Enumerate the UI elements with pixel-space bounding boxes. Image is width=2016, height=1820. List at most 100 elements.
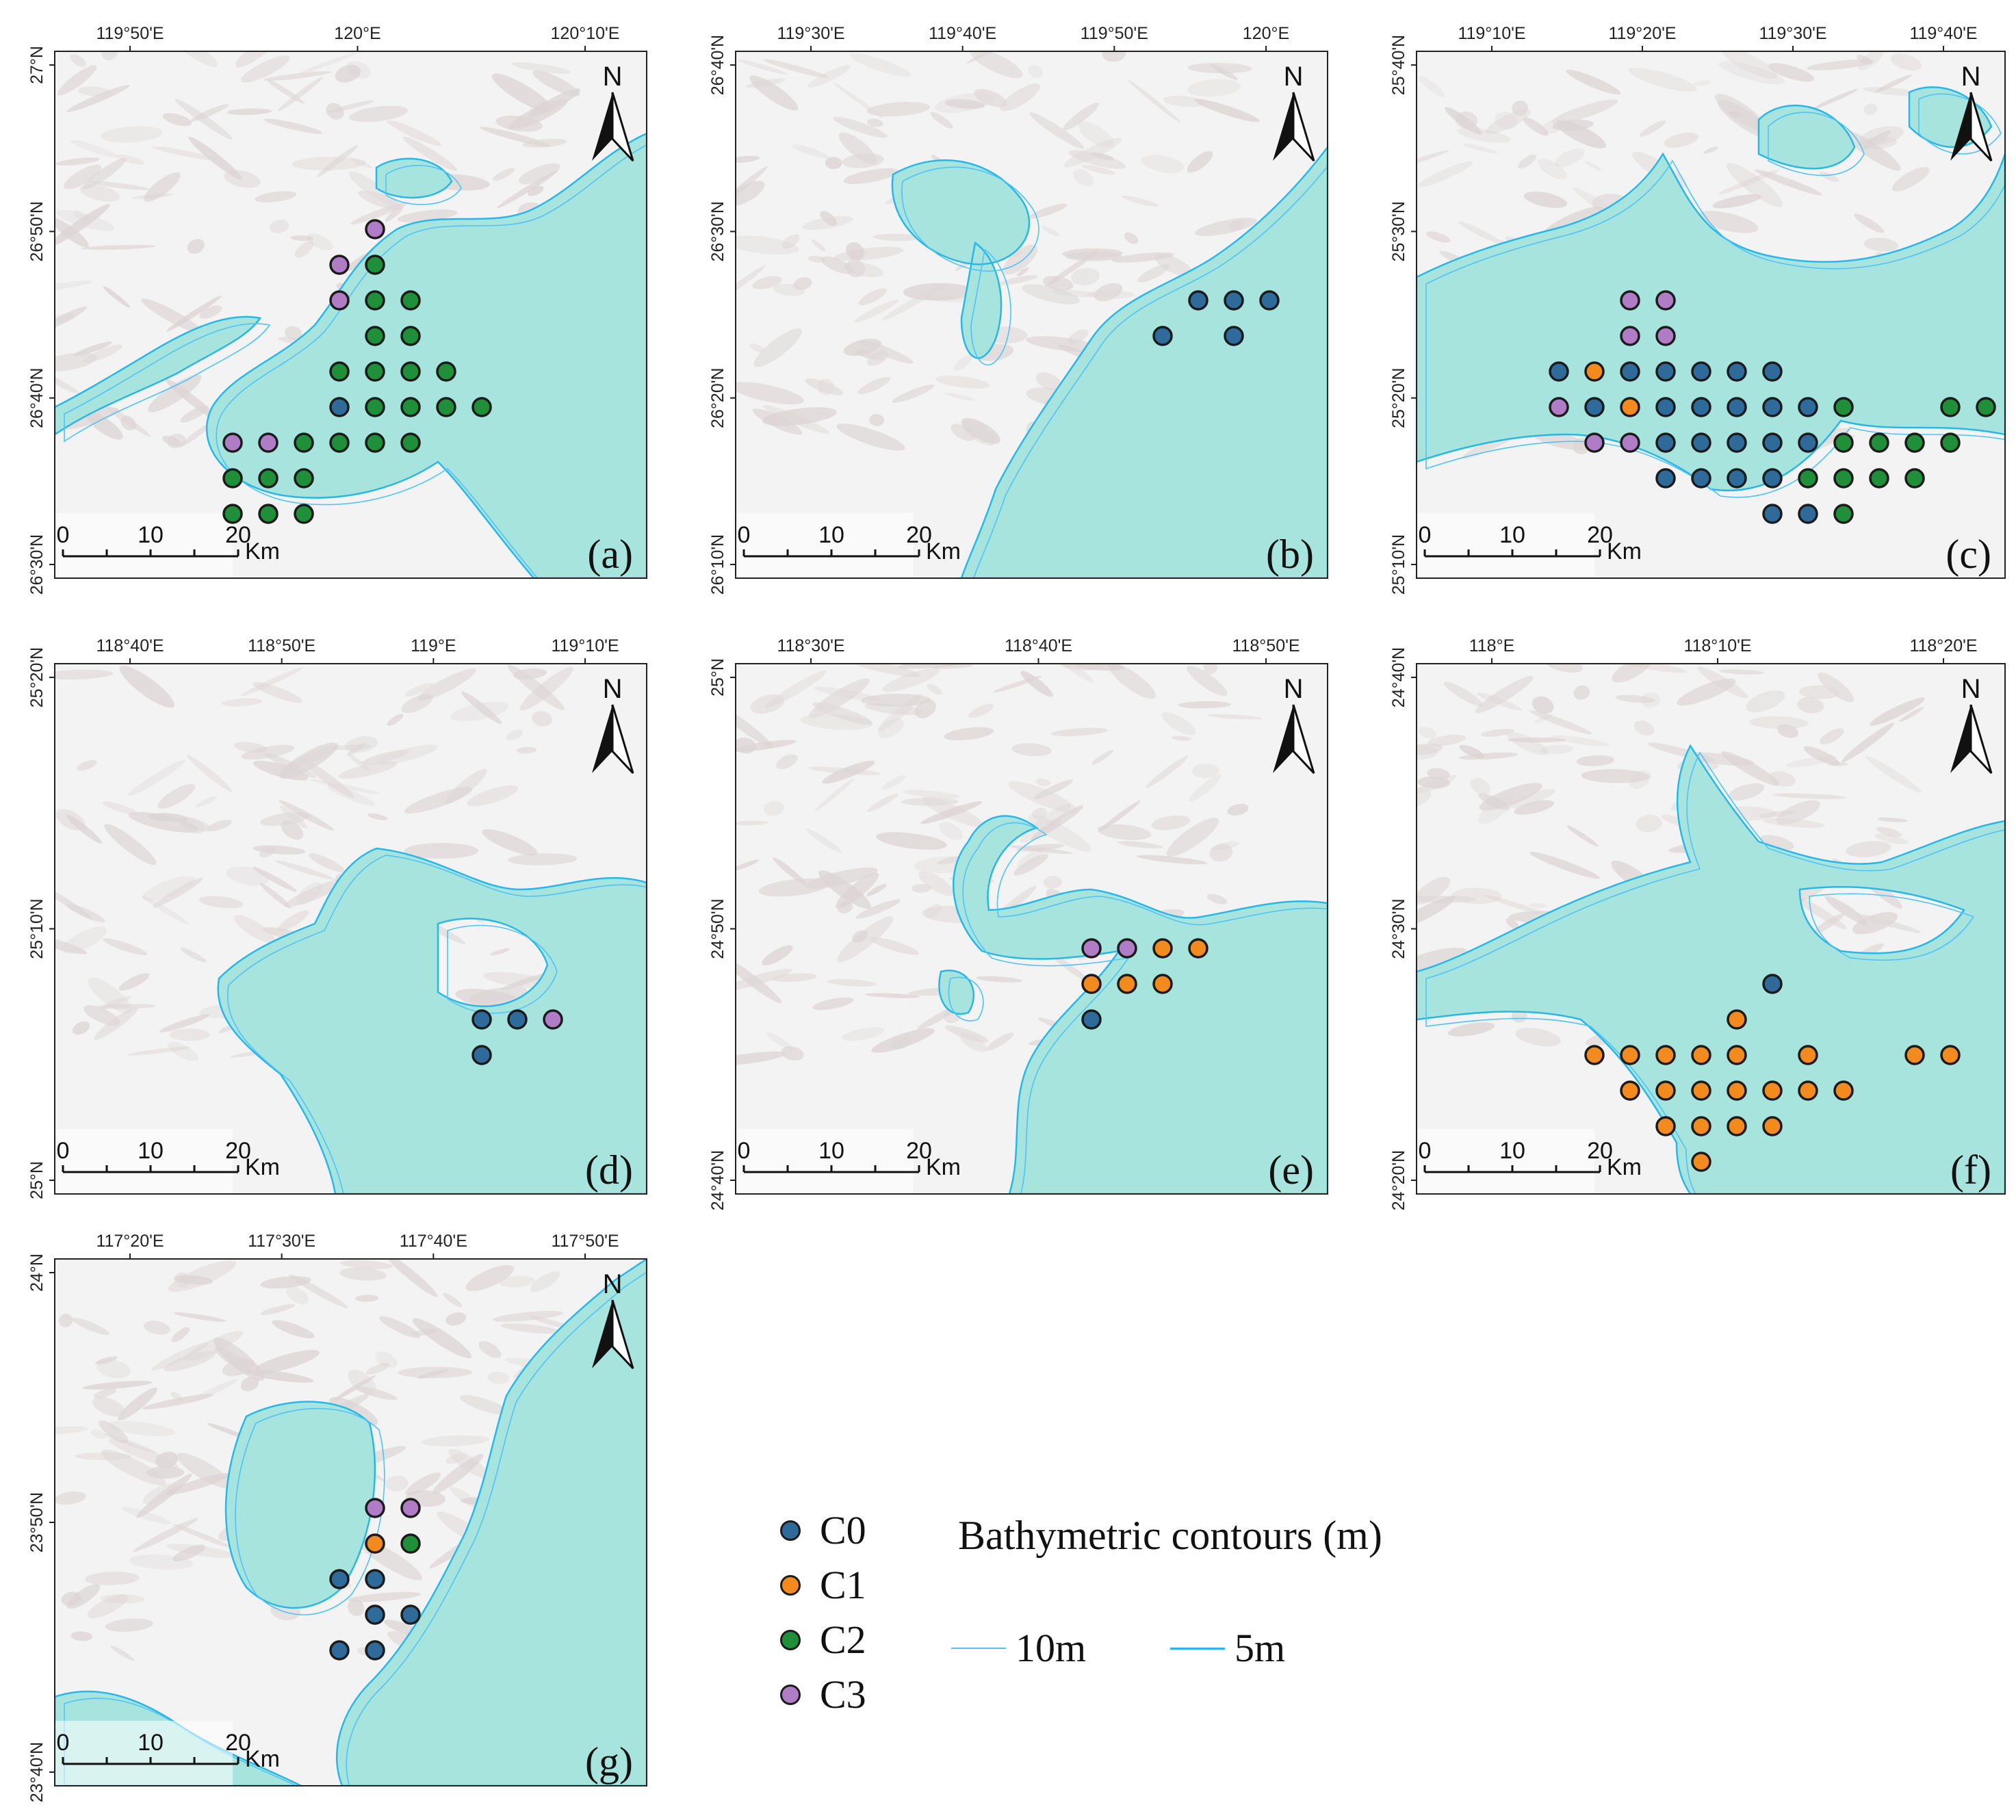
sample-point-c3 <box>1620 326 1640 346</box>
sample-point-c3 <box>543 1009 563 1030</box>
sample-point-c0 <box>1762 361 1783 382</box>
contour-line-10m <box>951 1648 1006 1649</box>
scale-unit-label: Km <box>1607 1154 1642 1180</box>
lat-label: 25°N <box>27 1161 47 1199</box>
scale-unit-label: Km <box>245 1746 280 1772</box>
sample-point-c2 <box>400 326 421 346</box>
lon-label: 118°E <box>1469 636 1515 655</box>
lon-label: 119°50'E <box>1081 24 1148 43</box>
sample-point-c2 <box>1940 432 1961 453</box>
sample-point-c0 <box>1549 361 1569 382</box>
scale-tick-label: 10 <box>818 522 844 548</box>
lat-label: 25°N <box>708 658 727 697</box>
sample-point-c2 <box>400 290 421 311</box>
map-panel-e: 118°30'E 118°40'E 118°50'E 25°N 24°50'N 24°40… <box>708 636 1328 1210</box>
lon-label: 118°40'E <box>1005 636 1072 655</box>
sample-point-c0 <box>507 1009 528 1030</box>
lon-label: 119°20'E <box>1608 24 1676 43</box>
lat-label: 26°50'N <box>27 201 47 261</box>
scale-unit-label: Km <box>245 538 280 564</box>
sample-point-c0 <box>1655 432 1676 453</box>
scale-tick-label: 0 <box>57 1138 70 1164</box>
sample-point-c1 <box>1691 1116 1711 1136</box>
north-arrow-icon: N <box>592 62 634 162</box>
scale-tick-label: 20 <box>906 522 932 548</box>
lon-label: 117°30'E <box>248 1232 315 1251</box>
lat-label: 26°30'N <box>708 201 727 261</box>
contour-line-5m <box>217 847 647 1194</box>
sample-point-c0 <box>1655 361 1676 382</box>
sample-point-c1 <box>1620 1045 1640 1065</box>
scale-backdrop <box>55 1721 233 1786</box>
panel-letter: (a) <box>587 532 633 577</box>
map-panel-g: 117°20'E 117°30'E 117°40'E 117°50'E 24°N 23°5… <box>27 1232 647 1802</box>
sample-point-c3 <box>329 290 350 311</box>
scale-tick-label: 0 <box>738 522 751 548</box>
north-arrow-icon: N <box>1950 674 1993 775</box>
scale-tick-label: 10 <box>818 1138 844 1164</box>
sample-point-c0 <box>1584 397 1605 417</box>
sample-point-c3 <box>1549 397 1569 417</box>
sea-area <box>55 133 647 578</box>
contour-line-10m <box>901 165 1328 578</box>
sample-point-c3 <box>365 219 385 239</box>
lon-label: 118°50'E <box>1232 636 1300 655</box>
sample-point-c3 <box>1117 938 1137 959</box>
panel-letter: (e) <box>1268 1147 1314 1193</box>
map-frame <box>54 51 647 579</box>
sample-point-c0 <box>1727 361 1747 382</box>
legend-label-c1: C1 <box>820 1563 866 1607</box>
contour-line-10m <box>948 822 1328 1194</box>
sample-point-c0 <box>1798 397 1818 417</box>
lat-label: 26°10'N <box>708 534 727 595</box>
sample-point-c2 <box>1904 468 1925 489</box>
sample-point-c2 <box>1904 432 1925 453</box>
scale-tick-label: 0 <box>57 522 70 548</box>
scale-backdrop <box>55 513 233 578</box>
sample-points <box>1081 938 1209 1030</box>
sample-point-c0 <box>1691 361 1711 382</box>
contour-legend-10m: 10m <box>951 1628 1086 1668</box>
legend-dot-c3 <box>780 1685 801 1705</box>
sample-point-c3 <box>1081 938 1102 959</box>
map-panel-b: 119°30'E 119°40'E 119°50'E 120°E 26°40'N 26°3… <box>708 24 1328 595</box>
map-panel-c: 119°10'E 119°20'E 119°30'E 119°40'E 25°40'N 2… <box>1389 24 2006 595</box>
sample-point-c2 <box>365 397 385 417</box>
contour-label-5m: 5m <box>1235 1626 1286 1670</box>
scale-tick-label: 10 <box>138 1138 164 1164</box>
sample-point-c1 <box>1188 938 1209 959</box>
scale-tick-label: 20 <box>1587 522 1613 548</box>
sample-point-c2 <box>400 397 421 417</box>
scale-backdrop <box>1417 513 1594 578</box>
sample-point-c2 <box>400 361 421 382</box>
north-arrow-icon: N <box>1950 62 1993 162</box>
sample-point-c1 <box>1940 1045 1961 1065</box>
legend-label-c3: C3 <box>820 1672 866 1717</box>
lon-label: 119°10'E <box>1458 24 1525 43</box>
legend-dot-c2 <box>780 1630 801 1650</box>
lon-label: 118°50'E <box>248 636 315 655</box>
north-arrow-icon: N <box>1273 62 1315 162</box>
sample-point-c0 <box>1620 361 1640 382</box>
lat-label: 25°10'N <box>27 898 47 959</box>
sample-point-c0 <box>1691 468 1711 489</box>
lat-label: 26°20'N <box>708 367 727 428</box>
sample-point-c3 <box>1655 290 1676 311</box>
scale-tick-label: 0 <box>1419 522 1432 548</box>
sample-points <box>222 219 492 524</box>
sample-point-c0 <box>1691 432 1711 453</box>
lat-label: 25°30'N <box>1389 201 1408 261</box>
legend-dot-c0 <box>780 1520 801 1541</box>
scale-tick-label: 10 <box>1499 1138 1525 1164</box>
sample-point-c2 <box>294 432 314 453</box>
lon-label: 119°40'E <box>1909 24 1977 43</box>
map-panel-d: 118°40'E 118°50'E 119°E 119°10'E 25°20'N 25°1… <box>27 636 647 1199</box>
contour-line-10m <box>64 144 647 578</box>
sample-point-c2 <box>365 432 385 453</box>
sample-point-c0 <box>1762 468 1783 489</box>
sea-area <box>892 147 1328 578</box>
contour-line-5m <box>1417 744 2005 1194</box>
sample-points <box>329 1498 421 1661</box>
